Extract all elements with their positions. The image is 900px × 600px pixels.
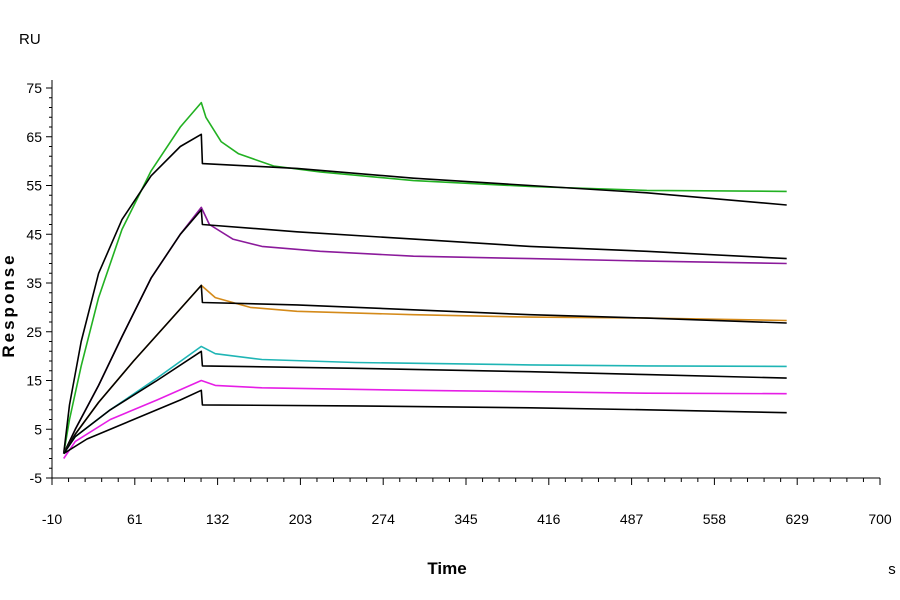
series-line-10 — [63, 389, 787, 455]
x-tick-label: 416 — [537, 511, 561, 527]
series-line-3 — [62, 206, 787, 454]
x-tick-label: 203 — [289, 511, 313, 527]
y-tick-label: 15 — [26, 373, 42, 389]
y-tick-label: 35 — [26, 275, 42, 291]
x-tick-label: -10 — [42, 511, 62, 527]
x-tick-label: 558 — [703, 511, 727, 527]
x-tick-label: 700 — [868, 511, 892, 527]
y-axis-ticks: -5 5 15 25 35 45 55 65 75 — [26, 80, 52, 486]
x-tick-label: 61 — [127, 511, 143, 527]
x-tick-label: 345 — [454, 511, 478, 527]
y-unit-label: RU — [19, 31, 41, 48]
x-tick-label: 132 — [206, 511, 230, 527]
series-line-1 — [62, 101, 787, 454]
y-tick-label: 55 — [26, 178, 42, 194]
series-line-2 — [62, 133, 787, 454]
y-tick-label: -5 — [30, 470, 43, 486]
y-tick-label: 45 — [26, 226, 42, 242]
x-tick-label: 487 — [620, 511, 644, 527]
x-unit-label: s — [888, 561, 896, 578]
x-axis-title: Time — [427, 559, 466, 578]
series-line-6 — [63, 284, 787, 455]
x-tick-label: 274 — [372, 511, 396, 527]
y-tick-label: 25 — [26, 324, 42, 340]
series-line-4 — [62, 209, 787, 454]
series-line-8 — [63, 350, 787, 455]
series-line-9 — [63, 379, 787, 459]
x-axis-ticks: -10 61 132 203 274 345 416 487 558 629 700 — [42, 478, 892, 527]
y-tick-label: 65 — [26, 129, 42, 145]
y-axis-title: Response — [0, 252, 18, 357]
y-tick-label: 75 — [26, 80, 42, 96]
x-tick-label: 629 — [786, 511, 810, 527]
series-line-7 — [63, 345, 787, 455]
y-tick-label: 5 — [34, 421, 42, 437]
series-lines — [62, 101, 787, 459]
axes — [51, 80, 880, 479]
